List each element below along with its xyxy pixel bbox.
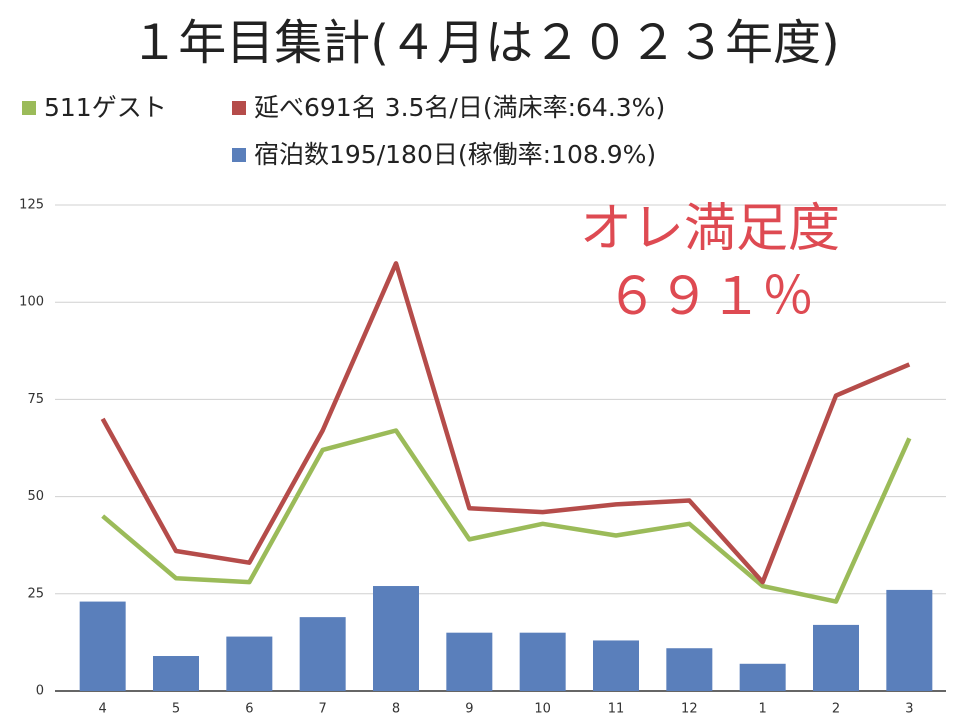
line-series <box>101 428 912 604</box>
x-tick-label: 10 <box>534 702 551 717</box>
annotation: ６９１％ <box>606 267 814 327</box>
y-tick-label: 0 <box>36 684 44 699</box>
chart-title: １年目集計(４月は２０２３年度) <box>130 15 839 71</box>
x-tick-label: 4 <box>99 702 107 717</box>
bar <box>813 624 859 691</box>
y-tick-label: 100 <box>19 295 44 310</box>
y-tick-label: 25 <box>27 586 44 601</box>
legend-label: 延べ691名 3.5名/日(満床率:64.3%) <box>254 93 665 122</box>
bar <box>446 632 493 691</box>
bar <box>519 632 566 691</box>
bar <box>373 586 419 691</box>
legend-swatch <box>22 101 36 115</box>
x-tick-label: 5 <box>172 702 180 717</box>
bar <box>886 589 933 691</box>
y-tick-label: 125 <box>19 198 44 213</box>
x-tick-label: 6 <box>245 702 253 717</box>
x-tick-label: 8 <box>392 702 400 717</box>
bar <box>593 640 639 691</box>
x-tick-label: 11 <box>608 702 625 717</box>
y-tick-label: 75 <box>27 392 44 407</box>
legend-label: 511ゲスト <box>44 93 167 122</box>
x-tick-label: 1 <box>759 702 767 717</box>
x-tick-label: 12 <box>681 702 698 717</box>
x-tick-label: 2 <box>832 702 840 717</box>
bar <box>153 656 199 691</box>
bar <box>299 617 346 691</box>
x-tick-label: 3 <box>905 702 913 717</box>
bar <box>739 663 786 691</box>
legend-swatch <box>232 148 246 162</box>
bar <box>79 601 126 691</box>
line-series <box>100 261 911 585</box>
legend-label: 宿泊数195/180日(稼働率:108.9%) <box>254 140 656 169</box>
annotation: オレ満足度 <box>580 199 840 259</box>
bar <box>666 648 713 691</box>
y-tick-label: 50 <box>27 489 44 504</box>
bar <box>226 636 273 691</box>
x-tick-label: 9 <box>465 702 473 717</box>
legend-swatch <box>232 101 246 115</box>
x-tick-label: 7 <box>319 702 327 717</box>
